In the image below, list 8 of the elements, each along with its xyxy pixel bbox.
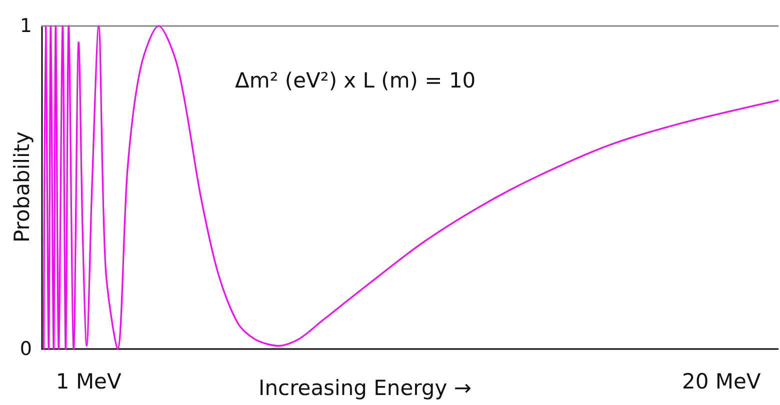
x-axis-title: Increasing Energy → xyxy=(258,376,472,400)
y-axis-title: Probability xyxy=(10,131,34,243)
x-tick-label: 1 MeV xyxy=(56,370,122,394)
annotation: Δm² (eV²) x L (m) = 10 xyxy=(235,68,476,92)
y-tick-label: 0 xyxy=(20,338,32,360)
x-tick-label: 20 MeV xyxy=(682,370,762,394)
y-tick-label: 1 xyxy=(20,15,32,37)
line-series xyxy=(42,25,779,350)
